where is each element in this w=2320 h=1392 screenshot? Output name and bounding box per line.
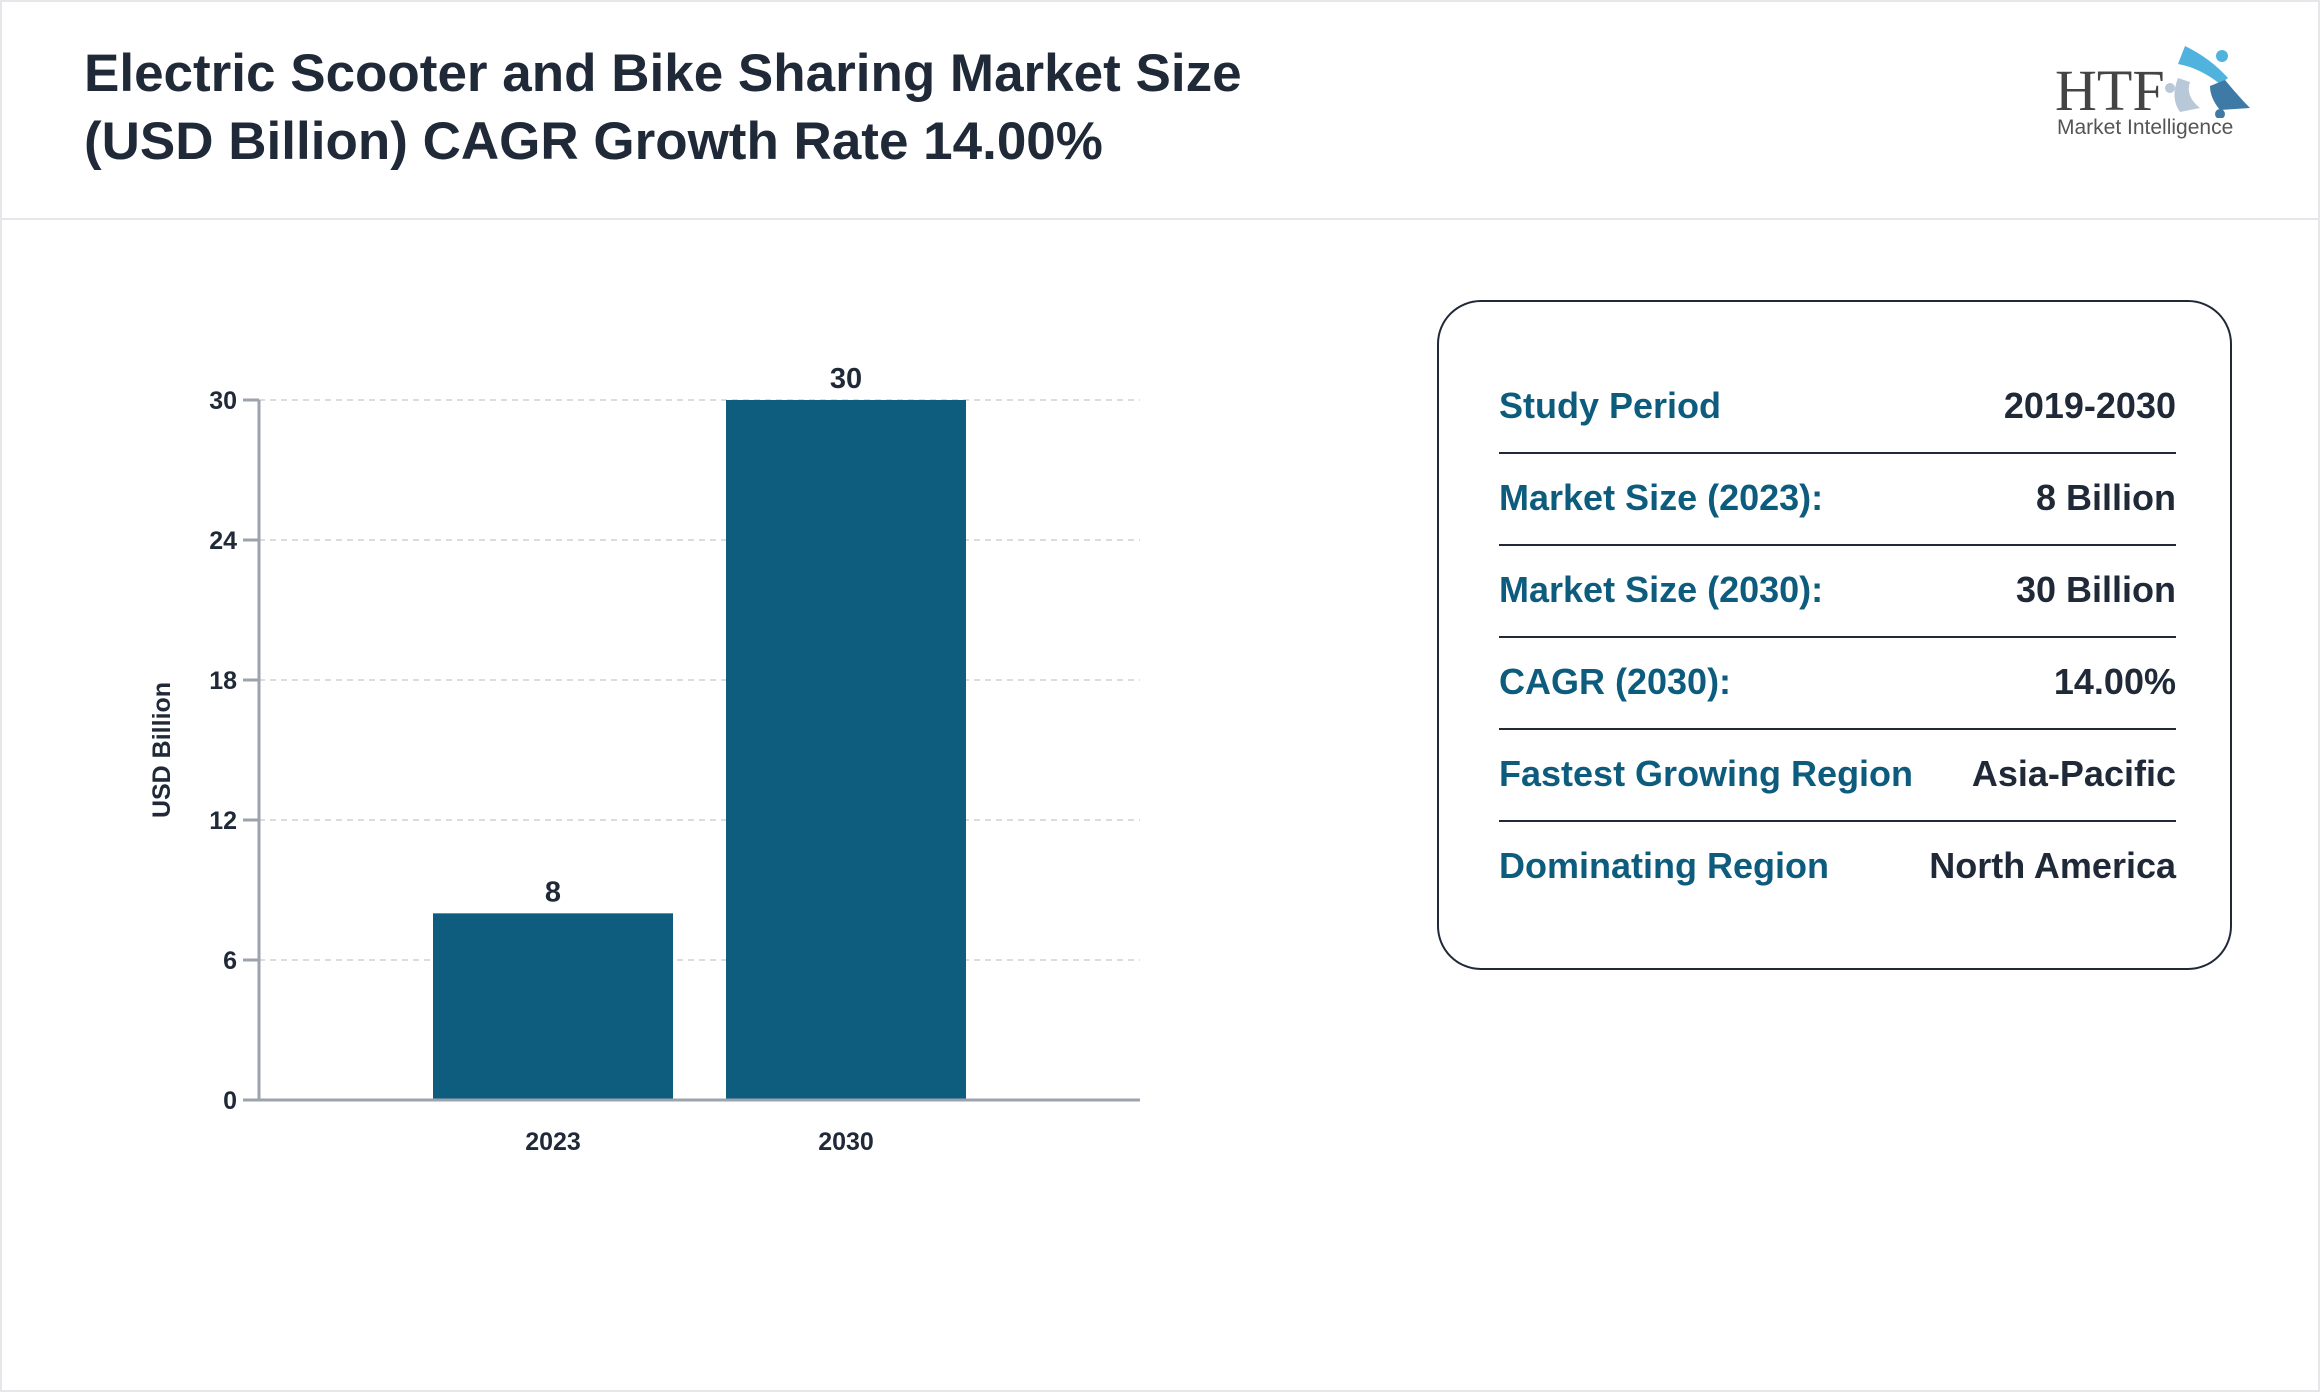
- htf-logo: HTF Market Intelligence: [2050, 38, 2250, 148]
- summary-value: 2019-2030: [2003, 385, 2176, 426]
- y-axis-label: USD Billion: [148, 682, 176, 818]
- logo-figures-icon: HTF: [2055, 46, 2250, 123]
- y-tick-label: 24: [209, 527, 237, 555]
- summary-label: Market Size (2030):: [1499, 569, 1824, 610]
- summary-row: Dominating Region North America: [1499, 820, 2176, 912]
- summary-label: Study Period: [1499, 385, 1722, 426]
- logo-letters: HTF: [2055, 58, 2165, 118]
- summary-row: Market Size (2023): 8 Billion: [1499, 452, 2176, 546]
- y-tick-label: 0: [223, 1087, 237, 1115]
- summary-value: 30 Billion: [2015, 569, 2176, 610]
- data-label: 30: [830, 363, 862, 395]
- bar-chart: 0 6 12 18 24 30 8 2023 30 2030 USD Billion: [148, 363, 1140, 1156]
- summary-card: Study Period 2019-2030 Market Size (2023):…: [1437, 300, 2232, 970]
- title-line-2: (USD Billion) CAGR Growth Rate 14.00%: [84, 112, 1103, 171]
- page-title: Electric Scooter and Bike Sharing Market…: [84, 40, 1242, 176]
- summary-value: 8 Billion: [2035, 477, 2176, 518]
- y-tick-label: 6: [223, 947, 237, 975]
- summary-row: CAGR (2030): 14.00%: [1499, 636, 2176, 730]
- bar-2030: [726, 400, 966, 1100]
- y-tick-label: 12: [209, 807, 237, 835]
- summary-row: Market Size (2030): 30 Billion: [1499, 544, 2176, 638]
- data-label: 8: [545, 876, 561, 908]
- summary-label: Dominating Region: [1499, 845, 1829, 886]
- summary-value: Asia-Pacific: [1971, 753, 2176, 794]
- summary-label: Market Size (2023):: [1499, 477, 1824, 518]
- bar-2023: [433, 913, 673, 1100]
- title-line-1: Electric Scooter and Bike Sharing Market…: [84, 44, 1242, 103]
- y-tick-label: 18: [209, 667, 237, 695]
- x-tick-label: 2023: [525, 1128, 581, 1156]
- summary-value: 14.00%: [2053, 661, 2176, 702]
- summary-value: North America: [1929, 845, 2176, 886]
- summary-row: Study Period 2019-2030: [1499, 360, 2176, 454]
- summary-row: Fastest Growing Region Asia-Pacific: [1499, 728, 2176, 822]
- logo-subtext: Market Intelligence: [2057, 116, 2234, 139]
- y-tick-label: 30: [209, 387, 237, 415]
- header: Electric Scooter and Bike Sharing Market…: [0, 0, 2320, 220]
- x-tick-label: 2030: [818, 1128, 874, 1156]
- summary-label: CAGR (2030):: [1499, 661, 1732, 702]
- summary-label: Fastest Growing Region: [1499, 753, 1914, 794]
